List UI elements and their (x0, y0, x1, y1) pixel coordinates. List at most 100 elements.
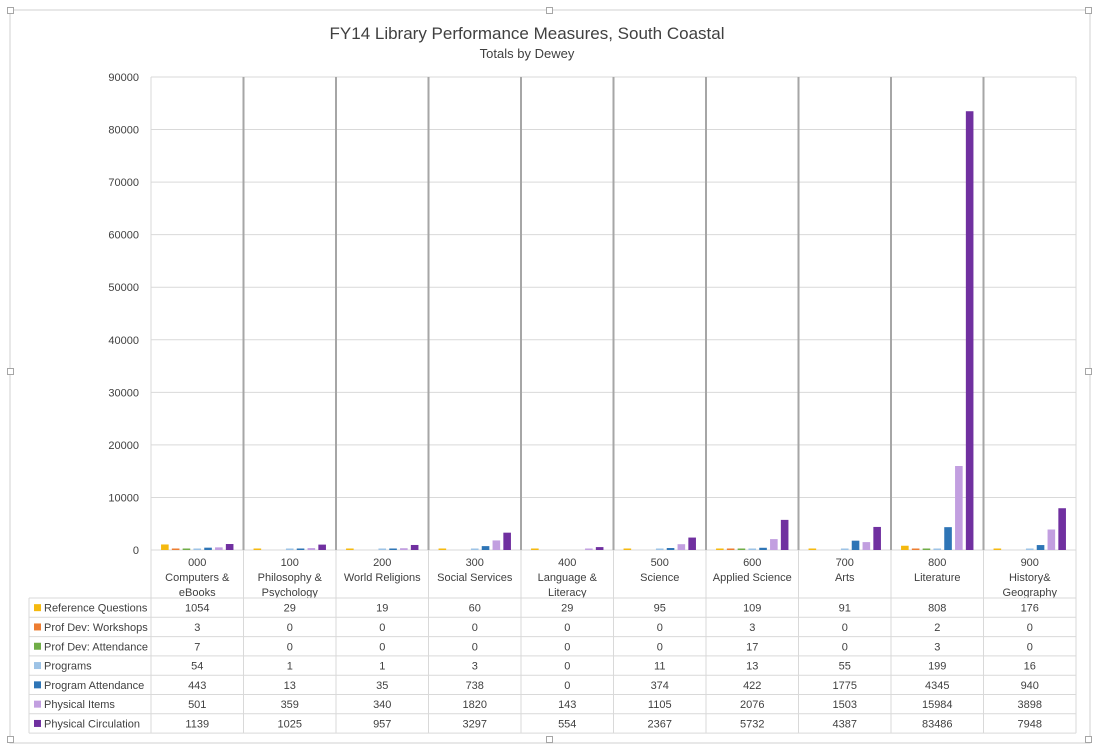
bar[interactable] (955, 466, 963, 550)
bar[interactable] (677, 544, 686, 550)
table-cell-value: 0 (1027, 622, 1033, 634)
table-cell-value: 199 (928, 661, 946, 673)
legend-label: Prof Dev: Workshops (44, 622, 148, 634)
x-tick-label: 600 (743, 557, 761, 569)
bar[interactable] (253, 548, 262, 551)
table-cell-value: 176 (1021, 603, 1039, 615)
bar[interactable] (851, 540, 860, 550)
bar[interactable] (965, 111, 974, 550)
bar[interactable] (595, 547, 604, 550)
y-axis-tick-labels: 0 10000 20000 30000 40000 50000 60000 70000 8000… (108, 72, 139, 557)
bar[interactable] (531, 548, 539, 551)
bar[interactable] (944, 527, 952, 550)
table-cell-value: 422 (743, 680, 761, 692)
table-cell-value: 15984 (922, 699, 953, 711)
bar[interactable] (1036, 545, 1045, 550)
table-cell-value: 1054 (185, 603, 209, 615)
table-cell-value: 1025 (278, 718, 302, 730)
bar[interactable] (161, 544, 169, 550)
resize-handle-left[interactable] (7, 368, 14, 375)
bar[interactable] (862, 542, 871, 550)
bar[interactable] (911, 548, 920, 551)
bar[interactable] (748, 548, 757, 551)
bar[interactable] (585, 548, 593, 551)
resize-handle-top-left[interactable] (7, 7, 14, 14)
resize-handle-top-right[interactable] (1085, 7, 1092, 14)
bar[interactable] (770, 539, 778, 550)
bar[interactable] (400, 548, 408, 550)
bar[interactable] (666, 548, 675, 550)
bar[interactable] (1025, 548, 1034, 551)
table-cell-value: 19 (376, 603, 388, 615)
table-cell-value: 957 (373, 718, 391, 730)
bar[interactable] (470, 548, 479, 551)
bar[interactable] (307, 548, 316, 550)
resize-handle-bottom[interactable] (546, 736, 553, 743)
bar[interactable] (503, 532, 511, 550)
bar[interactable] (1058, 508, 1066, 550)
bar[interactable] (378, 548, 387, 551)
bar[interactable] (716, 548, 724, 551)
legend-label: Physical Circulation (44, 718, 140, 730)
table-cell-value: 29 (284, 603, 296, 615)
x-tick-label: Psychology (262, 587, 319, 599)
bar[interactable] (780, 519, 789, 550)
y-tick-label: 40000 (108, 335, 139, 347)
resize-handle-right[interactable] (1085, 368, 1092, 375)
bar[interactable] (215, 547, 223, 550)
legend-swatch (34, 681, 41, 689)
bar[interactable] (171, 548, 180, 551)
bar[interactable] (922, 548, 931, 551)
bar[interactable] (688, 537, 696, 550)
bar[interactable] (873, 526, 881, 550)
table-cell-value: 2367 (648, 718, 672, 730)
legend-label: Reference Questions (44, 603, 148, 615)
bar[interactable] (726, 548, 735, 551)
bar[interactable] (285, 548, 294, 551)
bar[interactable] (655, 548, 664, 551)
table-cell-value: 0 (564, 641, 570, 653)
x-tick-label: eBooks (179, 587, 216, 599)
table-cell-value: 0 (564, 622, 570, 634)
resize-handle-top[interactable] (546, 7, 553, 14)
bar[interactable] (759, 547, 767, 550)
table-cell-value: 13 (284, 680, 296, 692)
x-tick-label: Applied Science (713, 572, 792, 584)
table-cell-value: 7 (194, 641, 200, 653)
table-cell-value: 7948 (1018, 718, 1042, 730)
bar[interactable] (901, 545, 909, 550)
bar[interactable] (225, 544, 234, 550)
table-cell-value: 3 (472, 661, 478, 673)
resize-handle-bottom-left[interactable] (7, 736, 14, 743)
x-tick-label: World Religions (344, 572, 421, 584)
resize-handle-bottom-right[interactable] (1085, 736, 1092, 743)
bar[interactable] (808, 548, 817, 551)
bar[interactable] (492, 540, 501, 550)
bar[interactable] (1047, 529, 1056, 550)
x-tick-label: 000 (188, 557, 206, 569)
bar[interactable] (182, 548, 191, 551)
bar[interactable] (737, 548, 746, 551)
table-cell-value: 443 (188, 680, 206, 692)
bar[interactable] (410, 544, 419, 550)
table-cell-value: 3 (749, 622, 755, 634)
bar[interactable] (204, 547, 212, 550)
bar[interactable] (840, 548, 849, 551)
bar[interactable] (438, 548, 447, 551)
bar[interactable] (346, 548, 354, 551)
bar[interactable] (933, 548, 942, 551)
y-tick-label: 20000 (108, 440, 139, 452)
bar[interactable] (296, 548, 305, 551)
bar[interactable] (193, 548, 202, 551)
bar[interactable] (318, 544, 326, 550)
table-cell-value: 1105 (648, 699, 672, 711)
table-cell-value: 808 (928, 603, 946, 615)
bar[interactable] (389, 548, 397, 551)
bar[interactable] (993, 548, 1002, 551)
bar[interactable] (623, 548, 632, 551)
table-cell-value: 29 (561, 603, 573, 615)
bar[interactable] (481, 546, 490, 550)
x-tick-label: 200 (373, 557, 391, 569)
